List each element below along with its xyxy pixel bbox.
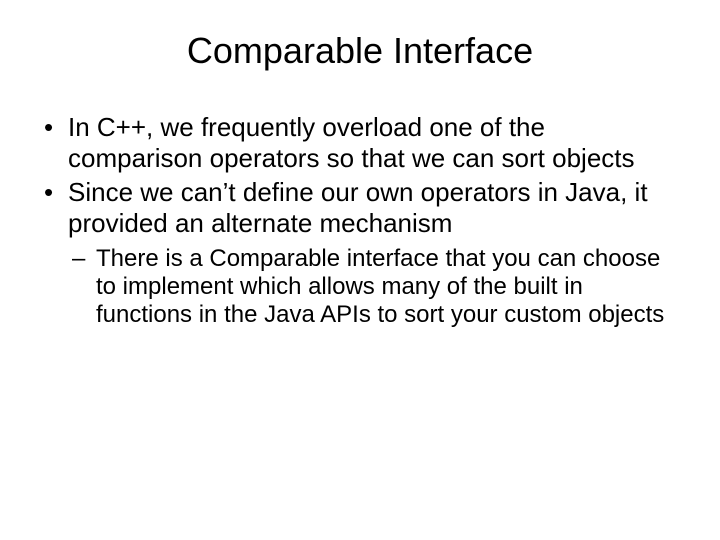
slide: Comparable Interface In C++, we frequent… [0, 0, 720, 540]
sub-bullet-text: There is a Comparable interface that you… [96, 245, 664, 329]
slide-title: Comparable Interface [40, 30, 680, 72]
bullet-item: In C++, we frequently overload one of th… [40, 112, 680, 173]
bullet-text: In C++, we frequently overload one of th… [68, 112, 635, 173]
bullet-text: Since we can’t define our own operators … [68, 177, 648, 238]
bullet-item: Since we can’t define our own operators … [40, 177, 680, 329]
sub-bullet-item: There is a Comparable interface that you… [68, 245, 680, 330]
sub-bullet-list: There is a Comparable interface that you… [68, 245, 680, 330]
bullet-list: In C++, we frequently overload one of th… [40, 112, 680, 330]
